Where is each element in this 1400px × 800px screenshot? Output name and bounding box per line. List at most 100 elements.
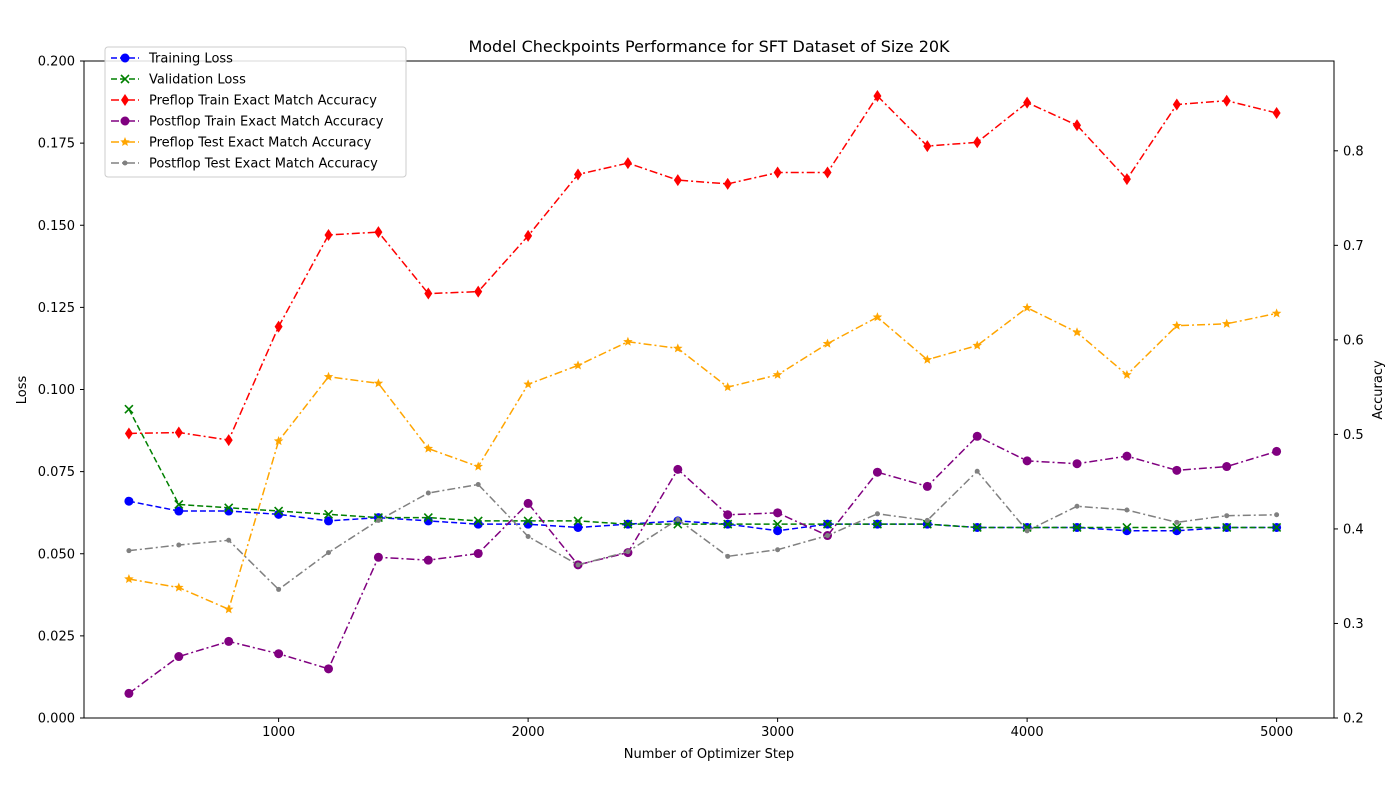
x-tick-label: 5000 — [1260, 725, 1293, 740]
data-point — [373, 378, 384, 388]
right-tick-label: 0.2 — [1343, 712, 1364, 727]
data-point — [223, 604, 234, 614]
data-point — [473, 549, 483, 559]
data-point — [274, 506, 284, 516]
data-point — [872, 312, 883, 322]
data-point — [326, 550, 332, 556]
series-line — [128, 408, 1277, 529]
data-point — [274, 320, 283, 333]
legend-label: Validation Loss — [149, 73, 246, 88]
data-point — [324, 228, 333, 241]
data-point — [375, 517, 381, 523]
data-point — [874, 511, 880, 517]
data-point — [224, 503, 234, 513]
data-point — [1224, 513, 1230, 519]
data-point — [773, 519, 783, 529]
data-point — [1072, 459, 1082, 469]
x-tick-label: 3000 — [761, 725, 794, 740]
data-point — [822, 338, 833, 348]
right-tick-label: 0.3 — [1343, 617, 1364, 632]
data-point — [423, 443, 434, 453]
data-point — [922, 481, 932, 491]
data-point — [573, 522, 583, 532]
data-point — [176, 542, 182, 548]
data-point — [623, 519, 633, 529]
data-point — [473, 519, 483, 529]
right-tick-label: 0.8 — [1343, 144, 1364, 159]
data-point — [725, 553, 731, 559]
data-point — [573, 516, 583, 526]
legend-frame — [104, 46, 407, 178]
data-point — [1274, 512, 1280, 518]
data-point — [1271, 308, 1282, 318]
data-point — [124, 427, 133, 440]
data-point — [1122, 173, 1131, 186]
data-point — [773, 166, 782, 179]
legend-label: Postflop Test Exact Match Accuracy — [149, 157, 378, 172]
data-point — [923, 140, 932, 153]
data-point — [523, 516, 533, 526]
left-tick-label: 0.050 — [38, 547, 75, 562]
data-point — [274, 649, 284, 659]
data-point — [1072, 327, 1082, 337]
data-point — [174, 652, 184, 662]
data-point — [972, 431, 982, 441]
data-point — [475, 482, 481, 488]
data-point — [1074, 503, 1080, 509]
data-point — [425, 490, 431, 496]
data-point — [525, 533, 531, 539]
plot-series — [124, 89, 1282, 698]
chart-title: Model Checkpoints Performance for SFT Da… — [468, 37, 950, 56]
data-point — [723, 510, 733, 520]
data-point — [1172, 320, 1182, 330]
left-tick-label: 0.125 — [38, 301, 75, 316]
data-point — [1222, 462, 1232, 472]
data-point — [625, 549, 631, 555]
data-point — [673, 174, 682, 187]
data-point — [373, 552, 383, 562]
legend-item: Training Loss — [111, 52, 233, 67]
data-point — [623, 157, 632, 170]
data-point — [424, 287, 433, 300]
left-tick-label: 0.025 — [38, 629, 75, 644]
data-point — [1022, 302, 1032, 312]
data-point — [423, 516, 433, 526]
left-tick-label: 0.000 — [38, 712, 75, 727]
data-point — [1172, 465, 1182, 475]
data-point — [124, 496, 134, 506]
data-point — [722, 382, 733, 392]
data-point — [124, 688, 134, 698]
data-point — [773, 526, 783, 536]
data-point — [673, 343, 683, 353]
data-point — [473, 516, 483, 526]
data-point — [873, 89, 882, 102]
data-point — [273, 436, 284, 446]
data-point — [1222, 522, 1232, 533]
data-point — [1221, 318, 1232, 328]
right-tick-label: 0.4 — [1343, 522, 1364, 537]
data-point — [573, 360, 583, 370]
left-y-axis: 0.000 0.025 0.050 0.075 0.100 0.125 0.150 0.175… — [38, 55, 84, 727]
data-point — [575, 562, 581, 568]
series-line — [128, 435, 1277, 695]
data-point — [823, 166, 832, 179]
data-point — [1272, 522, 1282, 533]
data-point — [1172, 98, 1181, 111]
data-point — [224, 636, 234, 646]
data-point — [324, 516, 334, 526]
series-line — [128, 306, 1277, 611]
data-point — [473, 461, 483, 471]
data-point — [574, 168, 583, 181]
right-tick-label: 0.7 — [1343, 239, 1364, 254]
data-point — [226, 537, 232, 543]
data-point — [1022, 456, 1032, 466]
right-y-axis: 0.2 0.3 0.4 0.5 0.6 0.7 0.8 — [1334, 144, 1364, 727]
data-point — [773, 508, 783, 518]
data-point — [423, 555, 433, 565]
data-point — [523, 379, 533, 389]
legend-label: Postflop Train Exact Match Accuracy — [149, 115, 384, 130]
right-tick-label: 0.6 — [1343, 333, 1364, 348]
data-point — [323, 509, 334, 519]
legend-marker — [121, 94, 129, 106]
data-point — [1172, 522, 1182, 533]
